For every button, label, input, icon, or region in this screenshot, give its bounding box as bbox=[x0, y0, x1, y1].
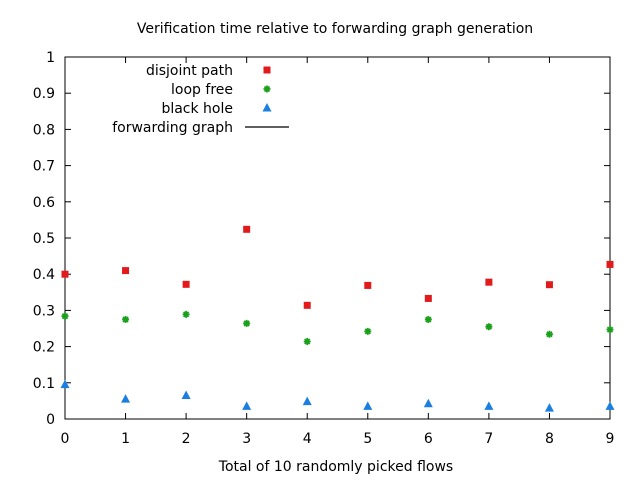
data-point bbox=[423, 398, 433, 408]
legend-marker bbox=[263, 66, 271, 74]
x-tick-label: 1 bbox=[121, 431, 130, 447]
y-tick-label: 0.6 bbox=[33, 195, 55, 211]
data-point bbox=[545, 330, 553, 338]
y-tick-label: 0.2 bbox=[33, 340, 55, 356]
data-point bbox=[606, 326, 614, 334]
data-marks bbox=[60, 225, 615, 412]
data-point bbox=[60, 379, 70, 389]
data-point bbox=[303, 301, 311, 309]
chart-title: Verification time relative to forwarding… bbox=[137, 21, 533, 37]
data-point bbox=[122, 315, 130, 323]
y-tick-label: 0.9 bbox=[33, 86, 55, 102]
data-point bbox=[122, 267, 130, 275]
data-point bbox=[121, 394, 131, 403]
x-tick-label: 9 bbox=[606, 431, 615, 447]
y-tick-label: 0.4 bbox=[33, 267, 55, 283]
x-tick-label: 3 bbox=[242, 431, 251, 447]
legend-marker bbox=[262, 103, 272, 112]
data-point bbox=[605, 401, 615, 410]
x-tick-label: 5 bbox=[363, 431, 372, 447]
axes: 0 0.1 0.2 0.3 0.4 0.5 0.6 0.7 0.8 0.9 1 0 1 2 3 4 5 6 7 8 9 bbox=[33, 50, 615, 447]
data-point bbox=[242, 401, 252, 410]
data-point bbox=[61, 312, 69, 320]
legend-marker bbox=[263, 85, 271, 93]
plot-frame bbox=[64, 56, 611, 420]
y-tick-label: 0 bbox=[46, 412, 55, 428]
data-point bbox=[424, 315, 432, 323]
data-point bbox=[181, 390, 191, 399]
data-point bbox=[606, 260, 614, 268]
y-tick-label: 0.3 bbox=[33, 303, 55, 319]
data-point bbox=[424, 294, 432, 302]
x-tick-label: 4 bbox=[303, 431, 312, 447]
x-tick-label: 0 bbox=[61, 431, 70, 447]
x-tick-label: 2 bbox=[182, 431, 191, 447]
x-tick-label: 8 bbox=[545, 431, 554, 447]
data-point bbox=[243, 225, 251, 233]
data-point bbox=[243, 319, 251, 327]
y-tick-label: 0.5 bbox=[33, 231, 55, 247]
data-point bbox=[302, 396, 312, 406]
y-tick-label: 1 bbox=[46, 50, 55, 66]
data-point bbox=[545, 281, 553, 289]
data-point bbox=[485, 278, 493, 286]
data-point bbox=[363, 401, 373, 410]
data-point bbox=[182, 280, 190, 288]
data-point bbox=[364, 327, 372, 335]
data-point bbox=[182, 310, 190, 318]
x-tick-label: 6 bbox=[424, 431, 433, 447]
data-point bbox=[303, 338, 311, 346]
x-tick-label: 7 bbox=[484, 431, 493, 447]
data-point bbox=[544, 403, 554, 412]
legend: disjoint path loop free black hole forwardi… bbox=[112, 63, 289, 136]
legend-label: loop free bbox=[171, 82, 233, 98]
legend-label: disjoint path bbox=[146, 63, 233, 79]
legend-label: black hole bbox=[161, 101, 233, 117]
data-point bbox=[61, 270, 69, 278]
data-point bbox=[484, 401, 494, 410]
y-tick-label: 0.1 bbox=[33, 376, 55, 392]
x-axis-label: Total of 10 randomly picked flows bbox=[218, 459, 453, 475]
data-point bbox=[485, 323, 493, 331]
data-point bbox=[364, 281, 372, 289]
legend-label: forwarding graph bbox=[112, 120, 233, 136]
y-tick-label: 0.8 bbox=[33, 122, 55, 138]
y-tick-label: 0.7 bbox=[33, 159, 55, 175]
